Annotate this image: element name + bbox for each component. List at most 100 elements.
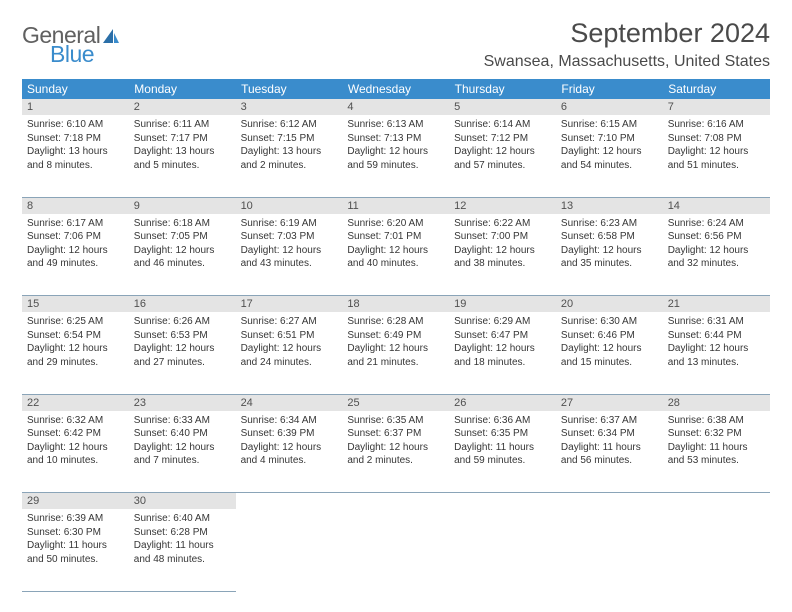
sunset-text: Sunset: 7:03 PM bbox=[241, 230, 338, 244]
sunset-text: Sunset: 7:13 PM bbox=[347, 132, 444, 146]
day-number: 27 bbox=[556, 395, 663, 411]
sunset-text: Sunset: 6:58 PM bbox=[561, 230, 658, 244]
daylight-text: Daylight: 12 hours and 29 minutes. bbox=[27, 342, 124, 369]
day-number: 22 bbox=[22, 395, 129, 411]
day-number: 30 bbox=[129, 493, 236, 509]
weekday-header: Sunday bbox=[22, 79, 129, 99]
weekday-header: Monday bbox=[129, 79, 236, 99]
day-cell: Sunrise: 6:38 AMSunset: 6:32 PMDaylight:… bbox=[663, 411, 770, 474]
day-cell: Sunrise: 6:19 AMSunset: 7:03 PMDaylight:… bbox=[236, 214, 343, 277]
sunset-text: Sunset: 6:42 PM bbox=[27, 427, 124, 441]
day-number: 7 bbox=[663, 99, 770, 115]
logo-text: General Blue bbox=[22, 24, 100, 66]
sunset-text: Sunset: 7:18 PM bbox=[27, 132, 124, 146]
sunrise-text: Sunrise: 6:17 AM bbox=[27, 217, 124, 231]
sunset-text: Sunset: 6:53 PM bbox=[134, 329, 231, 343]
day-number: 10 bbox=[236, 198, 343, 214]
day-number: 3 bbox=[236, 99, 343, 115]
day-number: 17 bbox=[236, 296, 343, 312]
weekday-header-row: Sunday Monday Tuesday Wednesday Thursday… bbox=[22, 79, 770, 99]
sunset-text: Sunset: 7:01 PM bbox=[347, 230, 444, 244]
sunset-text: Sunset: 6:51 PM bbox=[241, 329, 338, 343]
day-cell: Sunrise: 6:33 AMSunset: 6:40 PMDaylight:… bbox=[129, 411, 236, 474]
sunrise-text: Sunrise: 6:18 AM bbox=[134, 217, 231, 231]
day-body-row: Sunrise: 6:32 AMSunset: 6:42 PM Daylight:… bbox=[22, 411, 770, 493]
sunset-text: Sunset: 6:35 PM bbox=[454, 427, 551, 441]
day-number-row: 1234567 bbox=[22, 99, 770, 115]
day-cell: Sunrise: 6:37 AMSunset: 6:34 PMDaylight:… bbox=[556, 411, 663, 474]
day-number: 19 bbox=[449, 296, 556, 312]
daylight-text: Daylight: 12 hours and 18 minutes. bbox=[454, 342, 551, 369]
sunrise-text: Sunrise: 6:29 AM bbox=[454, 315, 551, 329]
daylight-text: Daylight: 11 hours and 56 minutes. bbox=[561, 441, 658, 468]
daylight-text: Daylight: 13 hours and 8 minutes. bbox=[27, 145, 124, 172]
day-number: 15 bbox=[22, 296, 129, 312]
sunrise-text: Sunrise: 6:20 AM bbox=[347, 217, 444, 231]
day-cell: Sunrise: 6:39 AMSunset: 6:30 PMDaylight:… bbox=[22, 509, 129, 572]
sunrise-text: Sunrise: 6:22 AM bbox=[454, 217, 551, 231]
weekday-header: Saturday bbox=[663, 79, 770, 99]
day-number: 21 bbox=[663, 296, 770, 312]
daylight-text: Daylight: 11 hours and 53 minutes. bbox=[668, 441, 765, 468]
logo-blue: Blue bbox=[50, 43, 100, 66]
day-number: 16 bbox=[129, 296, 236, 312]
sunrise-text: Sunrise: 6:19 AM bbox=[241, 217, 338, 231]
day-cell: Sunrise: 6:24 AMSunset: 6:56 PMDaylight:… bbox=[663, 214, 770, 277]
sunrise-text: Sunrise: 6:28 AM bbox=[347, 315, 444, 329]
day-cell: Sunrise: 6:40 AMSunset: 6:28 PMDaylight:… bbox=[129, 509, 236, 572]
sunset-text: Sunset: 7:05 PM bbox=[134, 230, 231, 244]
day-cell: Sunrise: 6:22 AMSunset: 7:00 PMDaylight:… bbox=[449, 214, 556, 277]
day-cell: Sunrise: 6:31 AMSunset: 6:44 PMDaylight:… bbox=[663, 312, 770, 375]
daylight-text: Daylight: 12 hours and 51 minutes. bbox=[668, 145, 765, 172]
sunset-text: Sunset: 7:10 PM bbox=[561, 132, 658, 146]
daylight-text: Daylight: 12 hours and 4 minutes. bbox=[241, 441, 338, 468]
calendar-table: Sunday Monday Tuesday Wednesday Thursday… bbox=[22, 79, 770, 592]
sunset-text: Sunset: 6:46 PM bbox=[561, 329, 658, 343]
sunset-text: Sunset: 7:00 PM bbox=[454, 230, 551, 244]
sunset-text: Sunset: 6:40 PM bbox=[134, 427, 231, 441]
sunrise-text: Sunrise: 6:26 AM bbox=[134, 315, 231, 329]
daylight-text: Daylight: 12 hours and 35 minutes. bbox=[561, 244, 658, 271]
sunset-text: Sunset: 6:47 PM bbox=[454, 329, 551, 343]
day-number: 23 bbox=[129, 395, 236, 411]
day-number: 28 bbox=[663, 395, 770, 411]
day-cell: Sunrise: 6:13 AMSunset: 7:13 PMDaylight:… bbox=[342, 115, 449, 178]
sunset-text: Sunset: 6:32 PM bbox=[668, 427, 765, 441]
daylight-text: Daylight: 13 hours and 2 minutes. bbox=[241, 145, 338, 172]
day-number: 1 bbox=[22, 99, 129, 115]
daylight-text: Daylight: 12 hours and 40 minutes. bbox=[347, 244, 444, 271]
day-number: 24 bbox=[236, 395, 343, 411]
daylight-text: Daylight: 12 hours and 2 minutes. bbox=[347, 441, 444, 468]
location: Swansea, Massachusetts, United States bbox=[484, 53, 770, 71]
day-cell: Sunrise: 6:14 AMSunset: 7:12 PMDaylight:… bbox=[449, 115, 556, 178]
day-cell: Sunrise: 6:30 AMSunset: 6:46 PMDaylight:… bbox=[556, 312, 663, 375]
day-cell: Sunrise: 6:36 AMSunset: 6:35 PMDaylight:… bbox=[449, 411, 556, 474]
daylight-text: Daylight: 12 hours and 59 minutes. bbox=[347, 145, 444, 172]
sunrise-text: Sunrise: 6:30 AM bbox=[561, 315, 658, 329]
sunset-text: Sunset: 7:08 PM bbox=[668, 132, 765, 146]
day-cell: Sunrise: 6:26 AMSunset: 6:53 PMDaylight:… bbox=[129, 312, 236, 375]
month-title: September 2024 bbox=[484, 18, 770, 49]
day-number: 29 bbox=[22, 493, 129, 509]
sunrise-text: Sunrise: 6:35 AM bbox=[347, 414, 444, 428]
title-block: September 2024 Swansea, Massachusetts, U… bbox=[484, 18, 770, 71]
day-cell: Sunrise: 6:10 AMSunset: 7:18 PMDaylight:… bbox=[22, 115, 129, 178]
daylight-text: Daylight: 12 hours and 43 minutes. bbox=[241, 244, 338, 271]
sunrise-text: Sunrise: 6:32 AM bbox=[27, 414, 124, 428]
day-number: 13 bbox=[556, 198, 663, 214]
daylight-text: Daylight: 11 hours and 50 minutes. bbox=[27, 539, 124, 566]
day-body-row: Sunrise: 6:17 AMSunset: 7:06 PMDaylight:… bbox=[22, 214, 770, 296]
day-number: 25 bbox=[342, 395, 449, 411]
day-body-row: Sunrise: 6:39 AMSunset: 6:30 PMDaylight:… bbox=[22, 509, 770, 591]
daylight-text: Daylight: 12 hours and 7 minutes. bbox=[134, 441, 231, 468]
daylight-text: Daylight: 13 hours and 5 minutes. bbox=[134, 145, 231, 172]
sunrise-text: Sunrise: 6:31 AM bbox=[668, 315, 765, 329]
day-cell: Sunrise: 6:28 AMSunset: 6:49 PMDaylight:… bbox=[342, 312, 449, 375]
sunrise-text: Sunrise: 6:34 AM bbox=[241, 414, 338, 428]
sunset-text: Sunset: 7:17 PM bbox=[134, 132, 231, 146]
day-number-row: 2930 bbox=[22, 493, 770, 510]
sunrise-text: Sunrise: 6:39 AM bbox=[27, 512, 124, 526]
daylight-text: Daylight: 12 hours and 13 minutes. bbox=[668, 342, 765, 369]
sunset-text: Sunset: 7:12 PM bbox=[454, 132, 551, 146]
weekday-header: Tuesday bbox=[236, 79, 343, 99]
